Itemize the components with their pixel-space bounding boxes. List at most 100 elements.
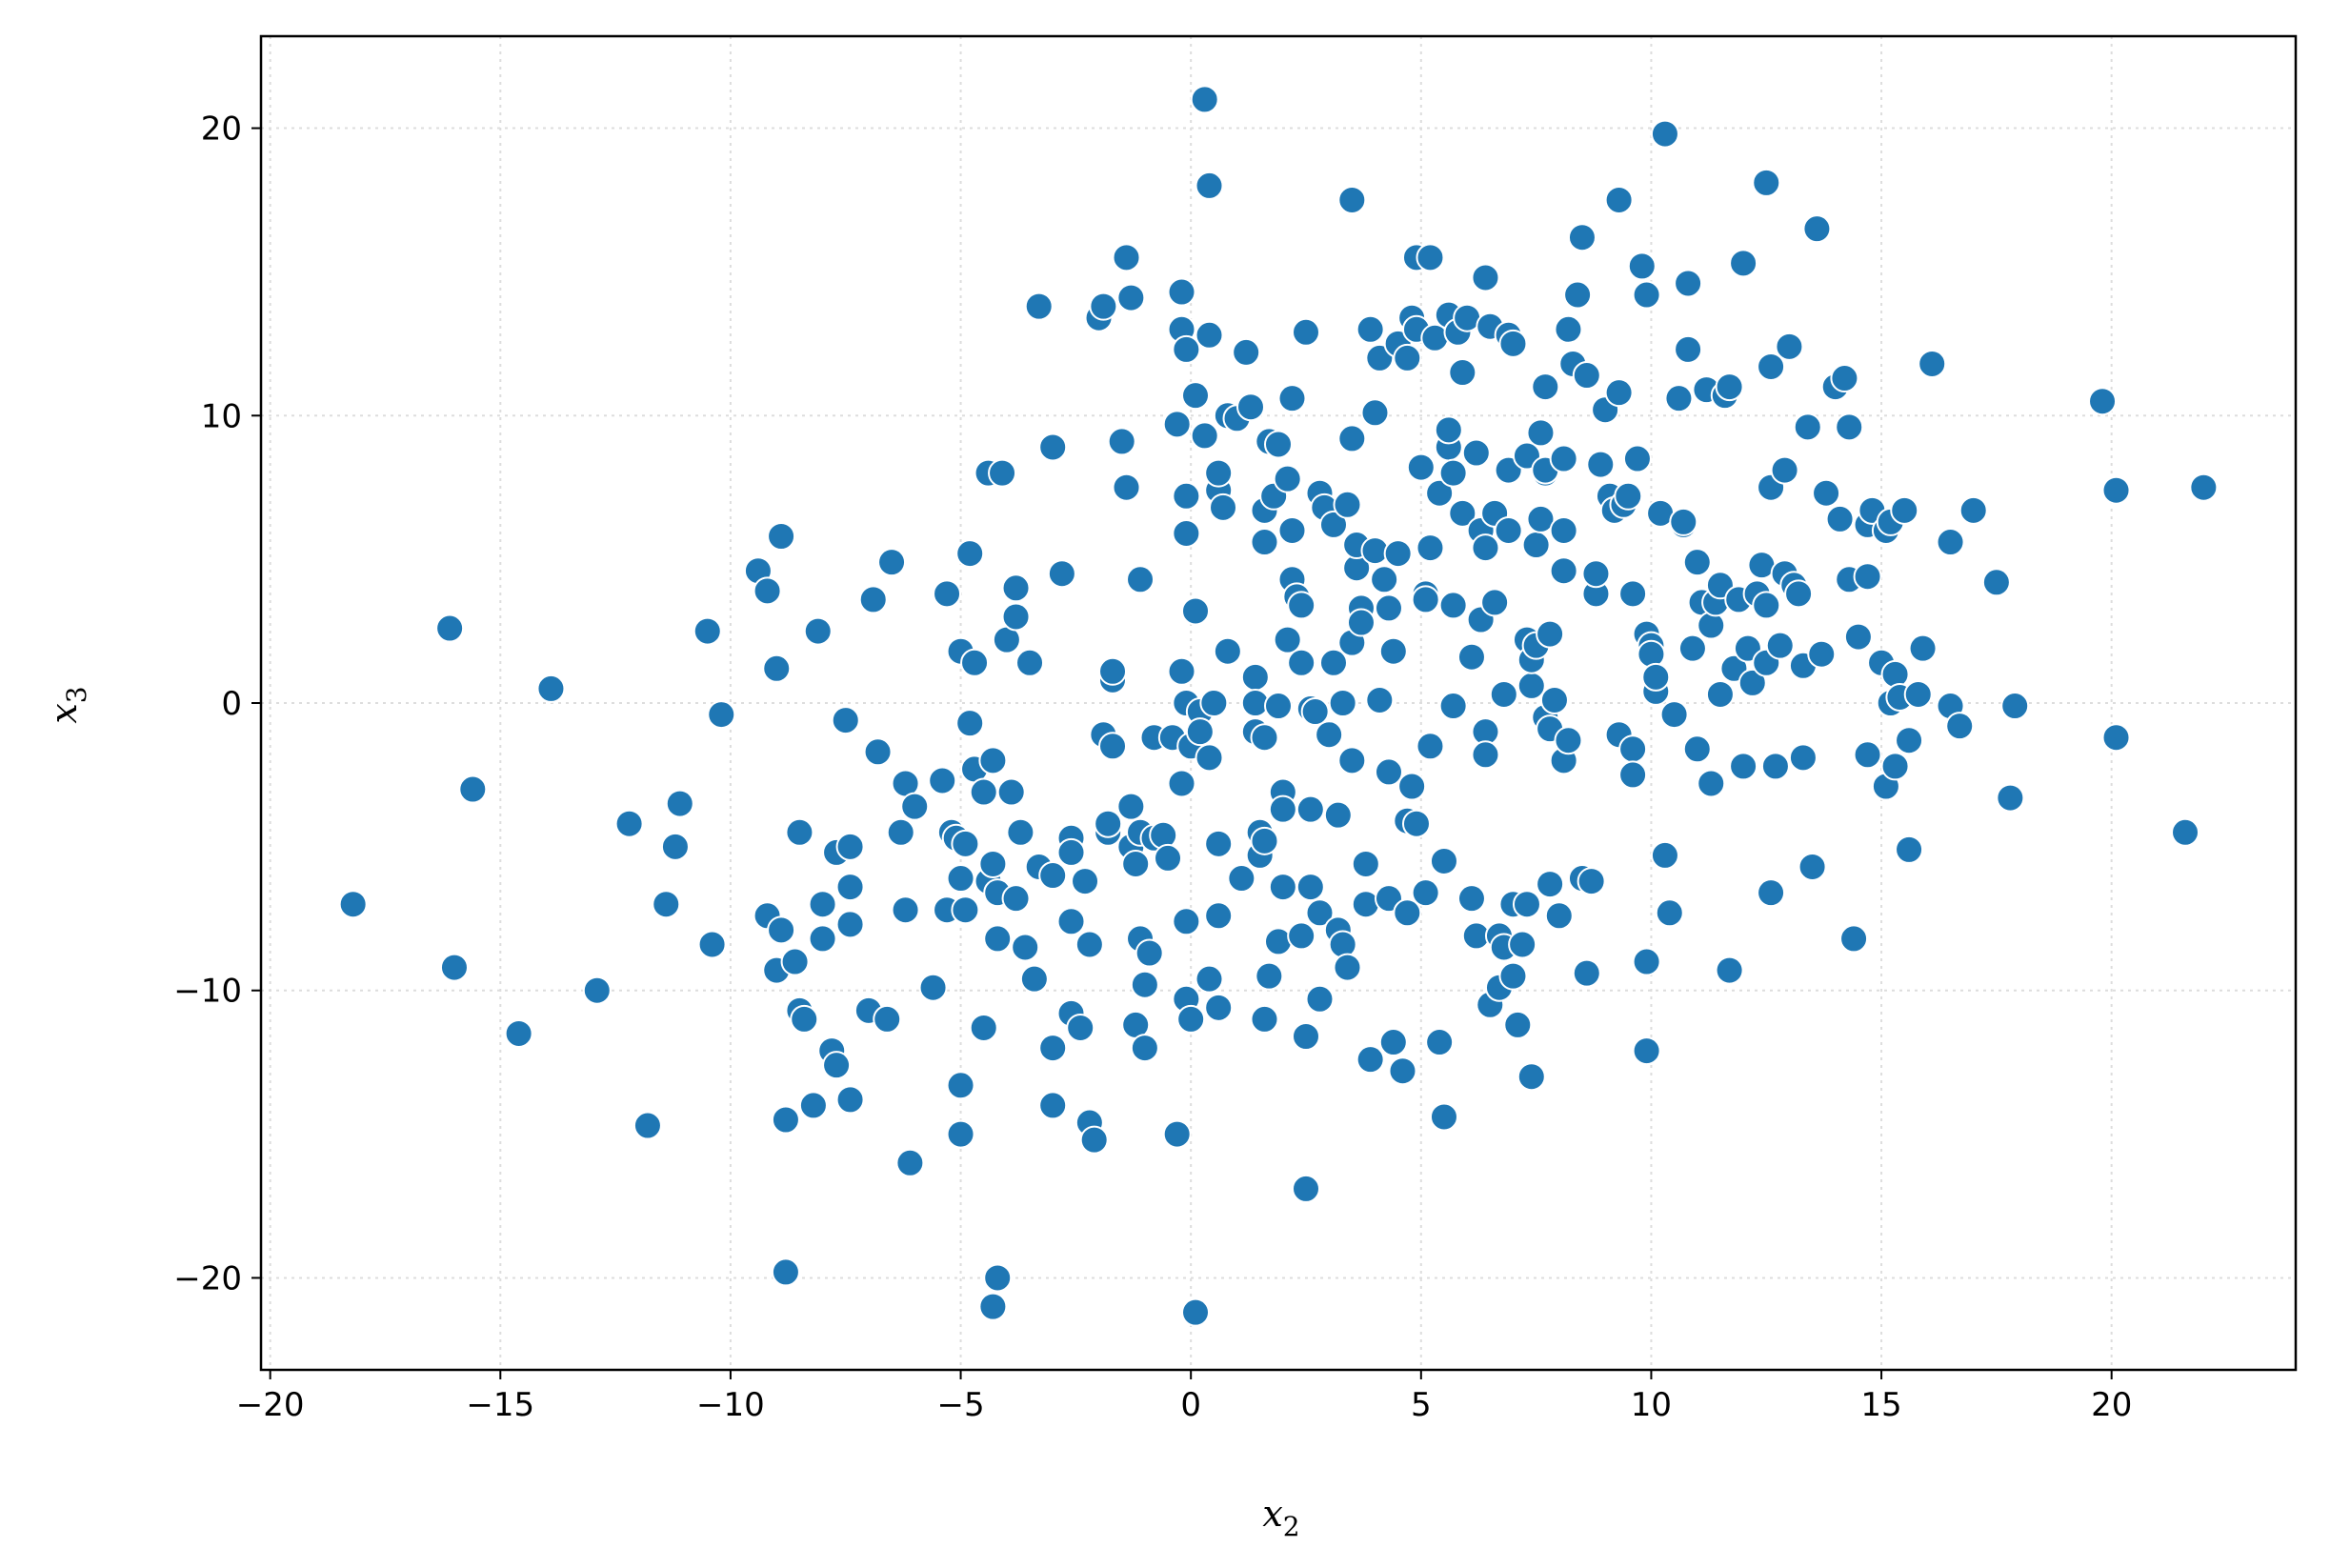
x-tick-label: −5 [936,1386,984,1424]
scatter-point [780,947,810,976]
x-axis-label-subscript: 2 [1283,1511,1300,1542]
scatter-point [1760,752,1790,781]
scatter-point [891,895,920,925]
scatter-point [835,832,865,861]
scatter-point [873,1004,902,1034]
scatter-point [1315,720,1344,750]
y-tick-label: 0 [221,685,242,723]
scatter-point [785,817,814,847]
scatter-point [1489,679,1518,709]
scatter-point [1807,639,1837,669]
scatter-point [1167,769,1196,798]
scatter-point [1729,752,1758,781]
scatter-point [1172,518,1201,548]
scatter-point [1195,964,1224,994]
scatter-point [1981,568,2011,597]
scatter-point [1729,249,1758,278]
scatter-point [1094,809,1123,838]
scatter-point [1038,1034,1068,1063]
scatter-point [1273,625,1302,654]
scatter-point [1393,898,1422,928]
scatter-point [1337,424,1367,453]
scatter-point [863,737,893,767]
scatter-point [1190,421,1219,451]
scatter-point [1328,689,1357,717]
scatter-point [1185,717,1215,747]
scatter-point [1236,392,1266,422]
scatter-point [1107,427,1136,456]
scatter-point [1356,1045,1385,1075]
scatter-point [1204,993,1234,1022]
scatter-point [978,1292,1008,1321]
scatter-point [822,1051,852,1080]
scatter-point [1346,608,1376,637]
scatter-point [1835,412,1864,442]
scatter-point [790,1004,819,1034]
scatter-point [988,458,1017,488]
scatter-point [946,864,975,894]
scatter-point [693,616,722,646]
scatter-point [1549,444,1578,473]
scatter-point [1784,579,1814,609]
scatter-point [1682,734,1712,764]
scatter-point [1770,455,1799,485]
scatter-point [1149,820,1178,850]
scatter-point [1456,884,1486,914]
scatter-point [1526,418,1556,448]
scatter-point [960,648,990,677]
scatter-point [1167,656,1196,686]
scatter-point [435,613,465,643]
y-axis-label: x3 [43,686,92,723]
scatter-point [1715,955,1744,985]
x-tick-label: 5 [1411,1386,1432,1424]
scatter-point [1650,840,1679,870]
scatter-point [1890,495,1919,525]
scatter-point [1839,924,1869,954]
scatter-point [1637,639,1666,669]
scatter-point [1019,964,1049,994]
scatter-point [1056,907,1086,936]
scatter-point [1812,478,1841,508]
scatter-point [1291,1174,1320,1203]
scatter-point [900,792,930,821]
scatter-point [1273,464,1302,493]
scatter-point [1512,890,1541,919]
scatter-point [1715,372,1744,402]
scatter-point [1554,726,1583,755]
scatter-point [1277,515,1307,545]
y-tick-label: −10 [173,973,242,1011]
scatter-point [2171,817,2200,847]
x-axis-label-base: x [1262,1493,1282,1535]
scatter-point [1539,685,1569,714]
scatter-point [969,1013,998,1042]
scatter-point [1622,444,1652,473]
scatter-point [1416,533,1445,563]
scatter-point [1411,878,1440,908]
scatter-point [1001,884,1031,914]
scatter-point [1333,953,1362,982]
scatter-point [1918,349,1947,378]
scatter-point [1287,648,1316,677]
scatter-point [1549,556,1578,586]
scatter-point [1880,752,1910,781]
scatter-point [1264,692,1293,721]
scatter-point [1544,901,1574,931]
scatter-point [1936,528,1965,557]
x-tick-label: 15 [1860,1386,1901,1424]
scatter-point [1397,772,1427,801]
scatter-point [1752,168,1781,197]
scatter-point [1572,958,1601,988]
scatter-point [2101,723,2131,753]
scatter-point [983,924,1013,954]
scatter-point [1116,283,1146,312]
scatter-point [798,1091,828,1120]
scatter-point [1112,243,1141,272]
scatter-point [771,1257,800,1287]
scatter-point [1172,481,1201,511]
scatter-point [1047,559,1076,589]
scatter-point [1895,726,1924,755]
scatter-point [1429,1102,1458,1132]
scatter-point [1669,507,1698,536]
scatter-point [1563,280,1593,310]
